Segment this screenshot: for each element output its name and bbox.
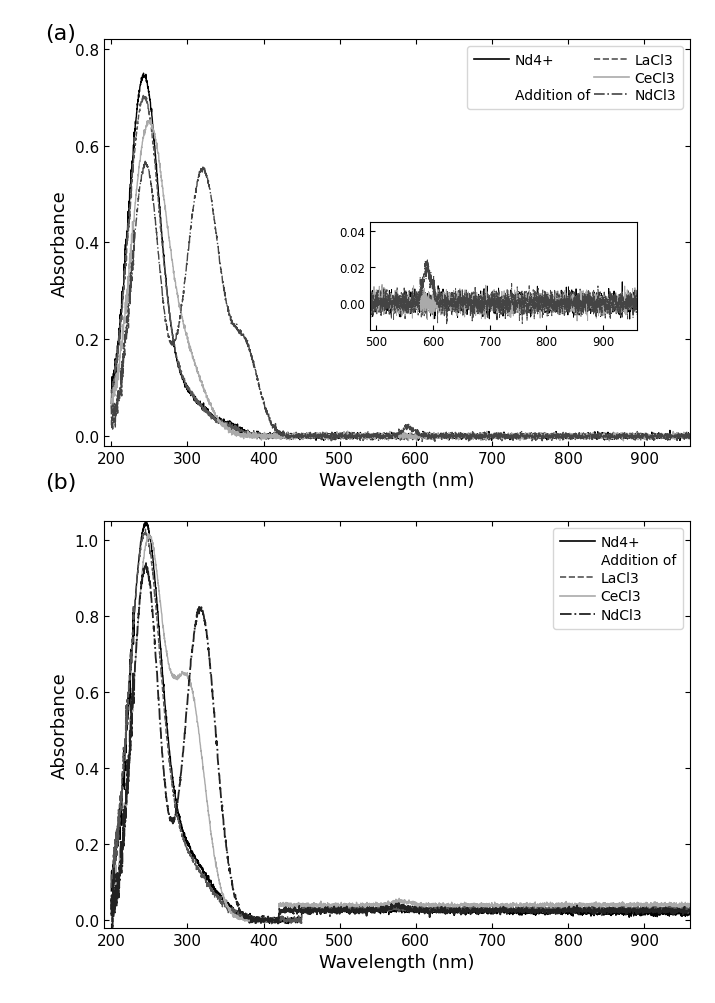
Y-axis label: Absorbance: Absorbance [51,671,69,778]
Text: (b): (b) [45,472,77,492]
X-axis label: Wavelength (nm): Wavelength (nm) [319,471,475,489]
X-axis label: Wavelength (nm): Wavelength (nm) [319,953,475,971]
Legend: Nd4+, Addition of, LaCl3, CeCl3, NdCl3: Nd4+, Addition of, LaCl3, CeCl3, NdCl3 [553,529,683,629]
Legend: Nd4+, , Addition of, LaCl3, CeCl3, NdCl3: Nd4+, , Addition of, LaCl3, CeCl3, NdCl3 [468,47,683,109]
Text: (a): (a) [45,24,76,44]
Y-axis label: Absorbance: Absorbance [51,190,69,297]
